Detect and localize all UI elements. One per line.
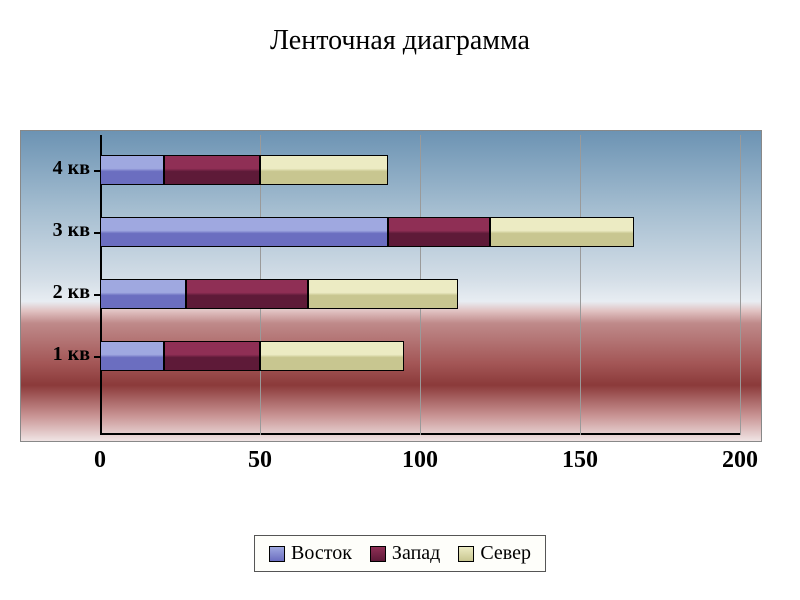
y-tick-label: 3 кв	[53, 219, 90, 242]
x-tick-label: 150	[562, 447, 598, 474]
legend-item: Запад	[370, 542, 440, 565]
legend-swatch	[269, 546, 285, 562]
x-tick-label: 50	[248, 447, 272, 474]
legend-label: Запад	[392, 542, 440, 565]
bar-segment	[260, 341, 404, 371]
legend-label: Север	[480, 542, 531, 565]
x-tick-label: 200	[722, 447, 758, 474]
grid-line	[580, 135, 581, 435]
chart-title: Ленточная диаграмма	[0, 0, 800, 77]
grid-line	[740, 135, 741, 435]
x-tick-label: 100	[402, 447, 438, 474]
bar-row	[100, 217, 634, 247]
bar-row	[100, 155, 388, 185]
bar-segment	[100, 279, 186, 309]
bar-row	[100, 279, 458, 309]
chart-container: Ленточная диаграмма 0501001502004 кв3 кв…	[0, 0, 800, 600]
bar-segment	[100, 341, 164, 371]
y-tick-label: 1 кв	[53, 343, 90, 366]
bar-segment	[100, 155, 164, 185]
legend-label: Восток	[291, 542, 352, 565]
chart-plot-area: 0501001502004 кв3 кв2 кв1 кв	[100, 135, 740, 435]
legend: Восток Запад Север	[254, 535, 546, 572]
x-tick-label: 0	[94, 447, 106, 474]
y-tick-label: 4 кв	[53, 157, 90, 180]
bar-segment	[164, 341, 260, 371]
legend-swatch	[458, 546, 474, 562]
bar-row	[100, 341, 404, 371]
bar-segment	[308, 279, 458, 309]
legend-item: Север	[458, 542, 531, 565]
bar-segment	[490, 217, 634, 247]
bar-segment	[100, 217, 388, 247]
bar-segment	[164, 155, 260, 185]
bar-segment	[186, 279, 308, 309]
legend-swatch	[370, 546, 386, 562]
y-tick-label: 2 кв	[53, 281, 90, 304]
bar-segment	[260, 155, 388, 185]
legend-item: Восток	[269, 542, 352, 565]
bar-segment	[388, 217, 490, 247]
